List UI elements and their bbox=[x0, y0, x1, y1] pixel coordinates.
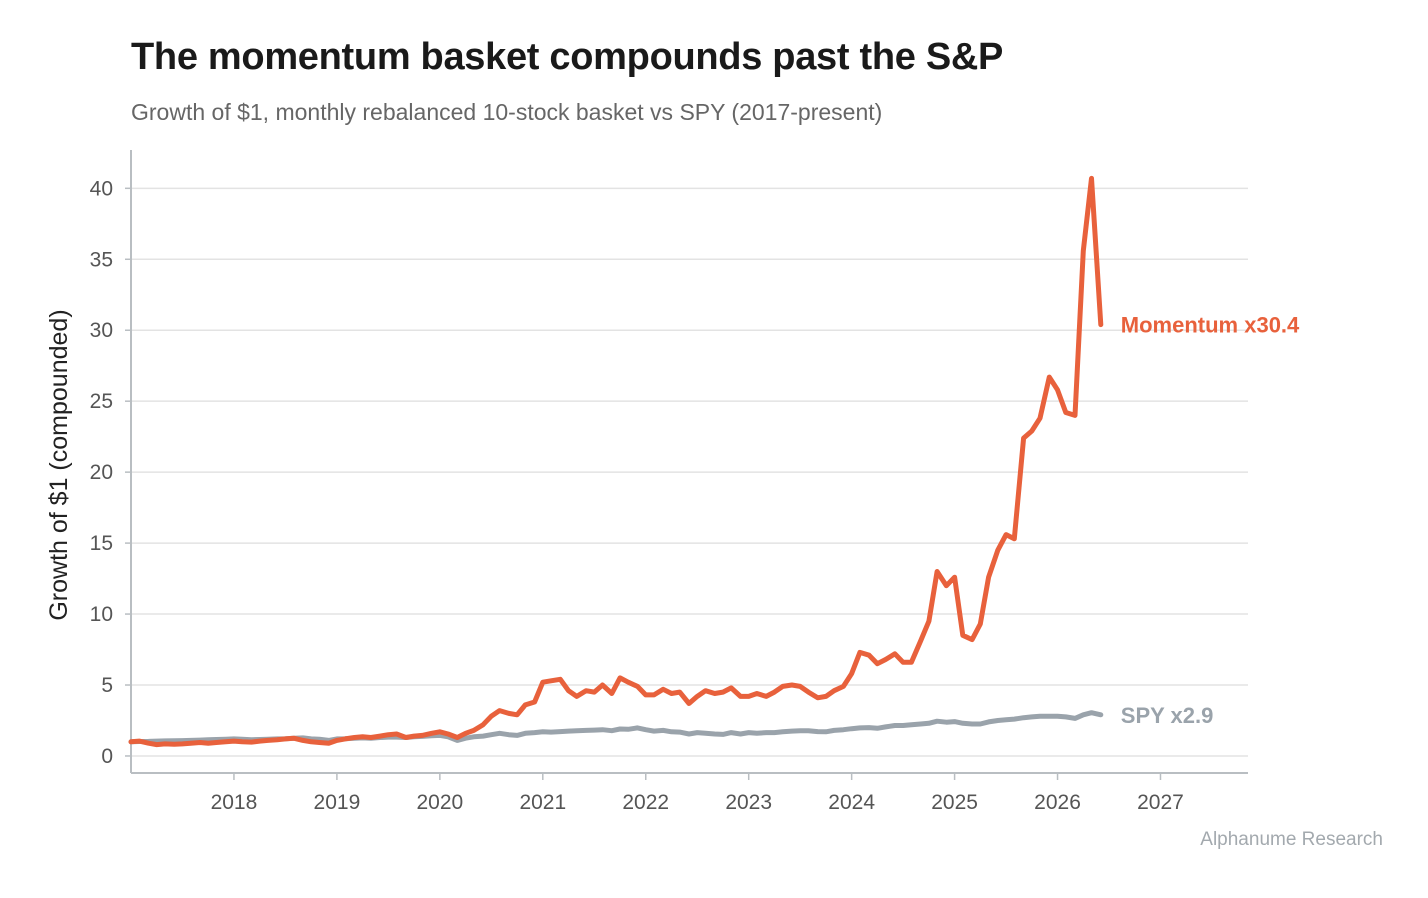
x-tick-label-2023: 2023 bbox=[725, 791, 772, 814]
spy-end-label: SPY x2.9 bbox=[1121, 703, 1214, 728]
x-tick-label-2022: 2022 bbox=[622, 791, 669, 814]
x-tick-label-2019: 2019 bbox=[314, 791, 361, 814]
y-tick-label-10: 10 bbox=[90, 603, 113, 626]
x-axis-ticks: 2018 2019 2020 2021 2022 2023 2024 2025 2026 2027 bbox=[211, 773, 1184, 814]
chart-title: The momentum basket compounds past the S… bbox=[131, 36, 1004, 78]
axes bbox=[130, 150, 1248, 774]
x-tick-label-2024: 2024 bbox=[828, 791, 875, 814]
y-tick-label-15: 15 bbox=[90, 532, 113, 555]
x-tick-label-2020: 2020 bbox=[416, 791, 463, 814]
y-tick-label-5: 5 bbox=[101, 674, 113, 697]
chart-subtitle: Growth of $1, monthly rebalanced 10-stoc… bbox=[131, 99, 883, 125]
x-tick-label-2018: 2018 bbox=[211, 791, 258, 814]
momentum-end-label: Momentum x30.4 bbox=[1121, 313, 1300, 338]
y-tick-label-0: 0 bbox=[101, 745, 113, 768]
gridlines bbox=[131, 187, 1248, 757]
y-tick-label-30: 30 bbox=[90, 319, 113, 342]
x-tick-label-2025: 2025 bbox=[931, 791, 978, 814]
y-axis-ticks: 0 5 10 15 20 25 30 35 40 bbox=[90, 177, 131, 768]
y-tick-label-20: 20 bbox=[90, 461, 113, 484]
series-end-labels: SPY x2.9 Momentum x30.4 bbox=[1121, 313, 1300, 728]
x-tick-label-2026: 2026 bbox=[1034, 791, 1081, 814]
x-tick-label-2027: 2027 bbox=[1137, 791, 1184, 814]
series-lines bbox=[128, 175, 1104, 748]
momentum-line bbox=[128, 175, 1104, 748]
x-tick-label-2021: 2021 bbox=[519, 791, 566, 814]
y-tick-label-35: 35 bbox=[90, 248, 113, 271]
y-tick-label-25: 25 bbox=[90, 390, 113, 413]
y-axis-label: Growth of $1 (compounded) bbox=[45, 309, 73, 620]
y-tick-label-40: 40 bbox=[90, 177, 113, 200]
source-credit: Alphanume Research bbox=[1200, 829, 1383, 850]
